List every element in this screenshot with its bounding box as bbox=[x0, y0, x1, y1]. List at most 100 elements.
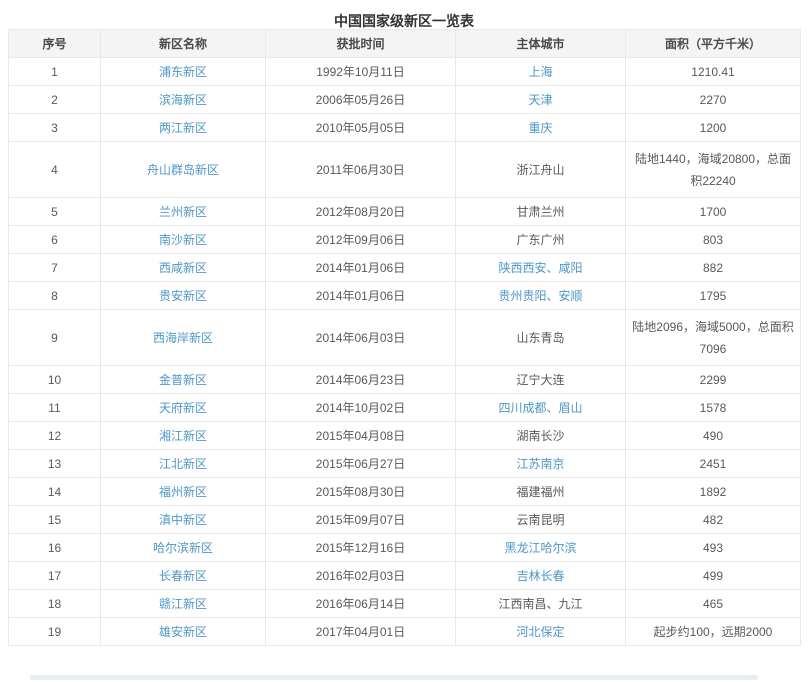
cell-area: 803 bbox=[625, 225, 801, 254]
table-row: 15 滇中新区 2015年09月07日 云南昆明 482 bbox=[8, 505, 801, 534]
cell-approval-date: 2016年06月14日 bbox=[265, 589, 456, 618]
cell-index: 10 bbox=[8, 365, 101, 394]
table-row: 16 哈尔滨新区 2015年12月16日 黑龙江哈尔滨 493 bbox=[8, 533, 801, 562]
cell-new-area-name: 福州新区 bbox=[100, 477, 266, 506]
cell-main-city: 黑龙江哈尔滨 bbox=[455, 533, 626, 562]
new-area-link[interactable]: 天府新区 bbox=[158, 400, 207, 415]
cell-area: 陆地1440，海域20800，总面积22240 bbox=[625, 141, 801, 198]
cell-new-area-name: 两江新区 bbox=[100, 113, 266, 142]
new-area-link[interactable]: 兰州新区 bbox=[158, 204, 207, 219]
cell-area: 882 bbox=[625, 253, 801, 282]
cell-main-city: 广东广州 bbox=[455, 225, 626, 254]
cell-new-area-name: 赣江新区 bbox=[100, 589, 266, 618]
new-area-link[interactable]: 西海岸新区 bbox=[152, 330, 213, 345]
city-link[interactable]: 吉林长春 bbox=[516, 568, 565, 583]
cell-index: 9 bbox=[8, 309, 101, 366]
cell-main-city: 四川成都、眉山 bbox=[455, 393, 626, 422]
new-area-link[interactable]: 西咸新区 bbox=[158, 260, 207, 275]
cell-index: 11 bbox=[8, 393, 101, 422]
city-link[interactable]: 天津 bbox=[528, 92, 553, 107]
city-text: 福建福州 bbox=[516, 484, 565, 499]
cell-new-area-name: 长春新区 bbox=[100, 561, 266, 590]
new-area-link[interactable]: 贵安新区 bbox=[158, 288, 207, 303]
new-area-link[interactable]: 湘江新区 bbox=[158, 428, 207, 443]
cell-approval-date: 2014年06月23日 bbox=[265, 365, 456, 394]
cell-approval-date: 2014年01月06日 bbox=[265, 253, 456, 282]
cell-area: 1795 bbox=[625, 281, 801, 310]
new-area-link[interactable]: 哈尔滨新区 bbox=[152, 540, 213, 555]
header-city: 主体城市 bbox=[455, 29, 626, 58]
city-text: 甘肃兰州 bbox=[516, 204, 565, 219]
new-area-link[interactable]: 长春新区 bbox=[158, 568, 207, 583]
cell-approval-date: 1992年10月11日 bbox=[265, 57, 456, 86]
cell-approval-date: 2012年08月20日 bbox=[265, 197, 456, 226]
cell-new-area-name: 滨海新区 bbox=[100, 85, 266, 114]
cell-index: 6 bbox=[8, 225, 101, 254]
city-link[interactable]: 重庆 bbox=[528, 120, 553, 135]
city-link[interactable]: 河北保定 bbox=[516, 624, 565, 639]
table-row: 13 江北新区 2015年06月27日 江苏南京 2451 bbox=[8, 449, 801, 478]
cell-main-city: 云南昆明 bbox=[455, 505, 626, 534]
city-link[interactable]: 黑龙江哈尔滨 bbox=[504, 540, 577, 555]
table-row: 17 长春新区 2016年02月03日 吉林长春 499 bbox=[8, 561, 801, 590]
next-row-partial bbox=[30, 675, 758, 680]
cell-new-area-name: 南沙新区 bbox=[100, 225, 266, 254]
city-link[interactable]: 上海 bbox=[528, 64, 553, 79]
new-area-link[interactable]: 赣江新区 bbox=[158, 596, 207, 611]
table-row: 11 天府新区 2014年10月02日 四川成都、眉山 1578 bbox=[8, 393, 801, 422]
table-header-row: 序号 新区名称 获批时间 主体城市 面积（平方千米） bbox=[8, 29, 801, 58]
new-area-link[interactable]: 江北新区 bbox=[158, 456, 207, 471]
cell-main-city: 辽宁大连 bbox=[455, 365, 626, 394]
city-link[interactable]: 四川成都、眉山 bbox=[498, 400, 583, 415]
new-area-link[interactable]: 滇中新区 bbox=[158, 512, 207, 527]
page-title: 中国国家级新区一览表 bbox=[334, 13, 474, 29]
cell-new-area-name: 滇中新区 bbox=[100, 505, 266, 534]
cell-area: 1700 bbox=[625, 197, 801, 226]
new-area-link[interactable]: 舟山群岛新区 bbox=[146, 162, 219, 177]
new-area-link[interactable]: 南沙新区 bbox=[158, 232, 207, 247]
cell-index: 5 bbox=[8, 197, 101, 226]
cell-index: 14 bbox=[8, 477, 101, 506]
new-area-link[interactable]: 雄安新区 bbox=[158, 624, 207, 639]
city-text: 辽宁大连 bbox=[516, 372, 565, 387]
cell-approval-date: 2014年10月02日 bbox=[265, 393, 456, 422]
city-link[interactable]: 陕西西安、咸阳 bbox=[498, 260, 583, 275]
cell-area: 1578 bbox=[625, 393, 801, 422]
cell-approval-date: 2015年09月07日 bbox=[265, 505, 456, 534]
cell-new-area-name: 金普新区 bbox=[100, 365, 266, 394]
cell-main-city: 天津 bbox=[455, 85, 626, 114]
city-link[interactable]: 贵州贵阳、安顺 bbox=[498, 288, 583, 303]
cell-main-city: 湖南长沙 bbox=[455, 421, 626, 450]
table-row: 8 贵安新区 2014年01月06日 贵州贵阳、安顺 1795 bbox=[8, 281, 801, 310]
table-row: 5 兰州新区 2012年08月20日 甘肃兰州 1700 bbox=[8, 197, 801, 226]
header-date: 获批时间 bbox=[265, 29, 456, 58]
cell-new-area-name: 西海岸新区 bbox=[100, 309, 266, 366]
header-name: 新区名称 bbox=[100, 29, 266, 58]
cell-area: 499 bbox=[625, 561, 801, 590]
cell-area: 陆地2096，海域5000，总面积7096 bbox=[625, 309, 801, 366]
cell-area: 2451 bbox=[625, 449, 801, 478]
table-row: 10 金普新区 2014年06月23日 辽宁大连 2299 bbox=[8, 365, 801, 394]
table-row: 9 西海岸新区 2014年06月03日 山东青岛 陆地2096，海域5000，总面积70… bbox=[8, 309, 801, 366]
cell-approval-date: 2014年06月03日 bbox=[265, 309, 456, 366]
cell-new-area-name: 哈尔滨新区 bbox=[100, 533, 266, 562]
cell-approval-date: 2011年06月30日 bbox=[265, 141, 456, 198]
new-area-link[interactable]: 浦东新区 bbox=[158, 64, 207, 79]
new-area-link[interactable]: 滨海新区 bbox=[158, 92, 207, 107]
city-text: 广东广州 bbox=[516, 232, 565, 247]
new-area-link[interactable]: 金普新区 bbox=[158, 372, 207, 387]
cell-new-area-name: 西咸新区 bbox=[100, 253, 266, 282]
cell-index: 13 bbox=[8, 449, 101, 478]
cell-approval-date: 2015年12月16日 bbox=[265, 533, 456, 562]
new-area-link[interactable]: 两江新区 bbox=[158, 120, 207, 135]
cell-new-area-name: 舟山群岛新区 bbox=[100, 141, 266, 198]
table-row: 1 浦东新区 1992年10月11日 上海 1210.41 bbox=[8, 57, 801, 86]
cell-index: 2 bbox=[8, 85, 101, 114]
new-area-link[interactable]: 福州新区 bbox=[158, 484, 207, 499]
cell-index: 3 bbox=[8, 113, 101, 142]
cell-area: 1200 bbox=[625, 113, 801, 142]
city-link[interactable]: 江苏南京 bbox=[516, 456, 565, 471]
cell-new-area-name: 湘江新区 bbox=[100, 421, 266, 450]
table-row: 12 湘江新区 2015年04月08日 湖南长沙 490 bbox=[8, 421, 801, 450]
city-text: 湖南长沙 bbox=[516, 428, 565, 443]
